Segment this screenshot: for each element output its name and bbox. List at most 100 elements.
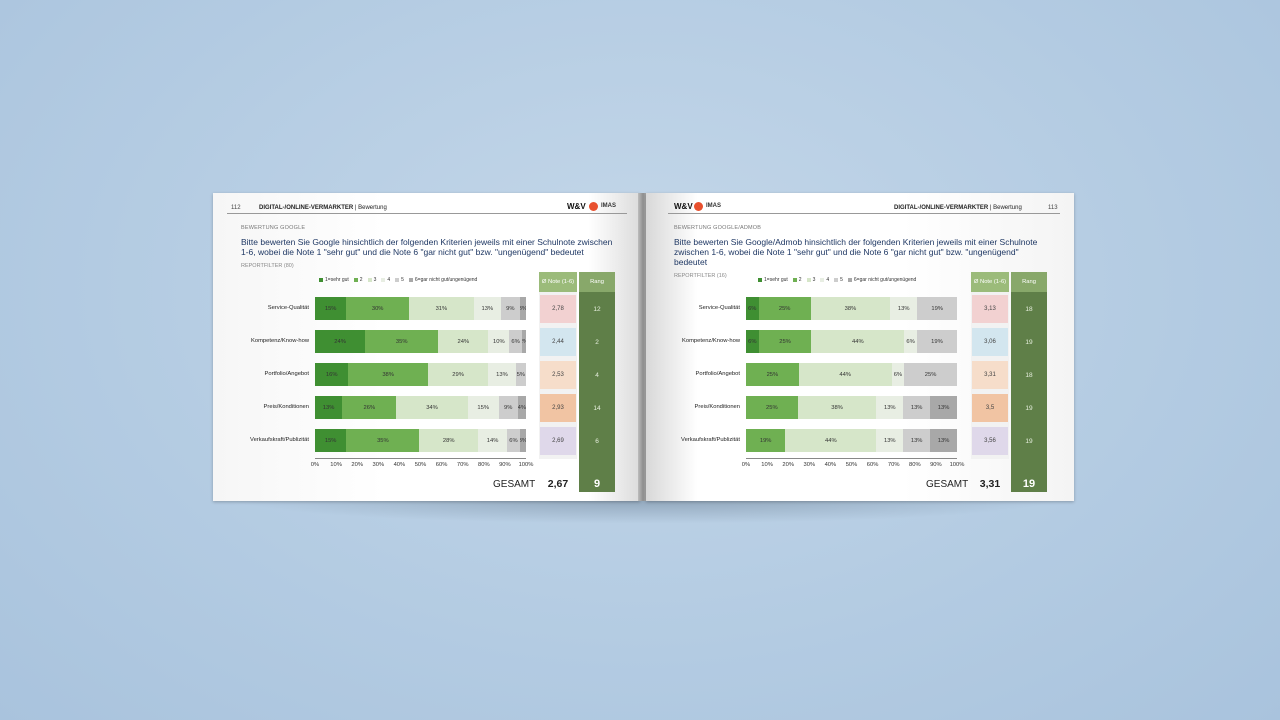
bar-segment: 10% <box>488 330 510 353</box>
running-head-section: Bewertung <box>358 205 387 211</box>
legend-swatch <box>847 277 852 282</box>
bar-segment: 28% <box>419 429 478 452</box>
x-tick-label: 20% <box>351 462 363 468</box>
bar-segment: 24% <box>315 330 366 353</box>
rang-value: 12 <box>593 305 601 313</box>
category-label: Verkaufskraft/Publizität <box>681 437 740 443</box>
bar-segment: 30% <box>346 297 409 320</box>
bar-segment: 38% <box>797 396 877 419</box>
running-head-title: DIGITAL-/ONLINE-VERMARKTER <box>259 205 354 211</box>
x-tick-label: 60% <box>866 462 879 468</box>
right-page: W&V IMAS DIGITAL-/ONLINE-VERMARKTER | Be… <box>646 193 1074 501</box>
legend-item: 3 <box>806 277 815 283</box>
running-head-separator: | <box>989 205 992 211</box>
bar-segment: 3% <box>519 297 526 320</box>
question-text: Bitte bewerten Sie Google/Admob hinsicht… <box>674 237 1069 267</box>
gesamt-label: GESAMT <box>493 479 536 490</box>
legend-swatch <box>408 277 413 282</box>
rang-value: 19 <box>1025 437 1033 445</box>
bar-segment: 35% <box>365 330 439 353</box>
x-tick-label: 40% <box>824 462 837 468</box>
rang-value: 19 <box>1025 338 1033 346</box>
bar-segment: 34% <box>396 396 468 419</box>
bar-row: 15%35%28%14%6%3% <box>315 429 526 452</box>
rang-header: Rang <box>1011 272 1047 292</box>
legend-swatch <box>395 277 400 282</box>
running-head-title: DIGITAL-/ONLINE-VERMARKTER <box>894 205 989 211</box>
legend-swatch <box>367 277 372 282</box>
bar-segment: 9% <box>500 297 520 320</box>
rang-value: 18 <box>1025 305 1033 313</box>
book-spine <box>638 193 648 501</box>
category-label: Preis/Konditionen <box>694 404 740 410</box>
legend-label: 3 <box>373 277 377 283</box>
bar-row: 24%35%24%10%6%2% <box>315 330 526 353</box>
section-label: BEWERTUNG GOOGLE <box>241 225 306 231</box>
legend-label: 4 <box>826 277 830 283</box>
rang-value: 19 <box>1025 404 1033 412</box>
x-tick-label: 90% <box>499 462 511 468</box>
imas-logo: IMAS <box>601 203 616 209</box>
bar-segment: 13% <box>876 396 904 419</box>
legend-swatch <box>353 277 358 282</box>
rang-column <box>1011 292 1047 492</box>
report-filter: REPORTFILTER (80) <box>241 263 294 269</box>
legend-label: 2 <box>798 277 802 283</box>
note-value: 3,06 <box>972 328 1008 356</box>
bar-row: 6% 25% 38% 13% 19% <box>746 297 957 320</box>
legend-label: 6=gar nicht gut/ungenügend <box>853 277 917 283</box>
x-tick-label: 10% <box>330 462 342 468</box>
x-tick-label: 10% <box>761 462 773 468</box>
bar-segment: 13% <box>488 363 516 386</box>
x-tick-label: 30% <box>372 462 385 468</box>
x-tick-label: 100% <box>518 462 534 468</box>
imas-logo-icon <box>589 202 598 211</box>
legend-swatch <box>820 277 825 282</box>
bar-segment: 25% <box>904 363 957 386</box>
x-tick-label: 0% <box>741 462 751 468</box>
header-rule <box>668 213 1060 214</box>
legend-swatch <box>381 277 386 282</box>
x-tick-label: 0% <box>310 462 320 468</box>
question-line: zwischen 1-6, wobei die Note 1 "sehr gut… <box>674 247 1019 257</box>
x-tick-label: 80% <box>477 462 490 468</box>
running-head: DIGITAL-/ONLINE-VERMARKTER | Bewertung <box>894 205 1022 211</box>
bar-segment: 13% <box>903 396 931 419</box>
imas-logo-icon <box>694 202 703 211</box>
legend-label: 6=gar nicht gut/ungenügend <box>414 277 478 283</box>
chart-legend: 1=sehr gut 2 3 4 5 6=gar nicht gut/ungenügend <box>758 277 921 283</box>
gesamt-rang: 19 <box>1022 478 1036 490</box>
running-head-section: Bewertung <box>993 205 1022 211</box>
legend-item: 6=gar nicht gut/ungenügend <box>847 277 917 283</box>
category-label: Preis/Konditionen <box>263 404 309 410</box>
wv-logo: W&V <box>567 202 586 211</box>
note-value: 2,78 <box>540 295 576 323</box>
wv-logo: W&V <box>674 202 693 211</box>
bar-segment: 15% <box>315 297 347 320</box>
bar-segment: 25% <box>746 396 798 419</box>
gesamt-note: 2,67 <box>547 478 569 490</box>
gesamt-label: GESAMT <box>926 479 969 490</box>
gesamt-note: 3,31 <box>979 478 1001 490</box>
legend-label: 4 <box>387 277 391 283</box>
x-tick-label: 50% <box>845 462 858 468</box>
bar-segment: 19% <box>746 429 786 452</box>
note-value: 2,69 <box>540 427 576 455</box>
rang-column <box>579 292 615 492</box>
x-tick-label: 70% <box>887 462 900 468</box>
bar-segment: 35% <box>346 429 420 452</box>
rang-value: 14 <box>593 404 601 412</box>
legend-item: 6=gar nicht gut/ungenügend <box>408 277 478 283</box>
question-line: Bitte bewerten Sie Google/Admob hinsicht… <box>674 237 1038 247</box>
gesamt-rang: 9 <box>593 478 601 490</box>
x-tick-label: 80% <box>908 462 921 468</box>
report-filter: REPORTFILTER (16) <box>674 273 727 279</box>
bar-segment: 38% <box>810 297 891 320</box>
bar-segment: 6% <box>746 297 759 320</box>
category-label: Portfolio/Angebot <box>264 371 309 377</box>
bar-segment: 26% <box>342 396 397 419</box>
bar-segment: 29% <box>427 363 489 386</box>
note-value: 3,56 <box>972 427 1008 455</box>
x-tick-label: 40% <box>393 462 406 468</box>
bar-segment: 19% <box>916 330 957 353</box>
